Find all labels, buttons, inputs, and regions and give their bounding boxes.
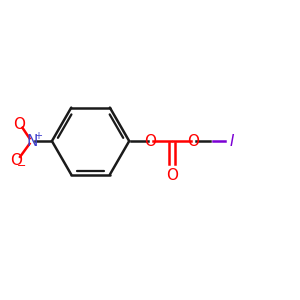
Text: O: O: [13, 117, 25, 132]
Text: O: O: [166, 168, 178, 183]
Text: I: I: [229, 134, 234, 148]
Text: N: N: [26, 134, 38, 148]
Text: O: O: [145, 134, 157, 148]
Text: −: −: [16, 161, 26, 171]
Text: O: O: [188, 134, 200, 148]
Text: +: +: [34, 131, 42, 141]
Text: O: O: [10, 153, 22, 168]
